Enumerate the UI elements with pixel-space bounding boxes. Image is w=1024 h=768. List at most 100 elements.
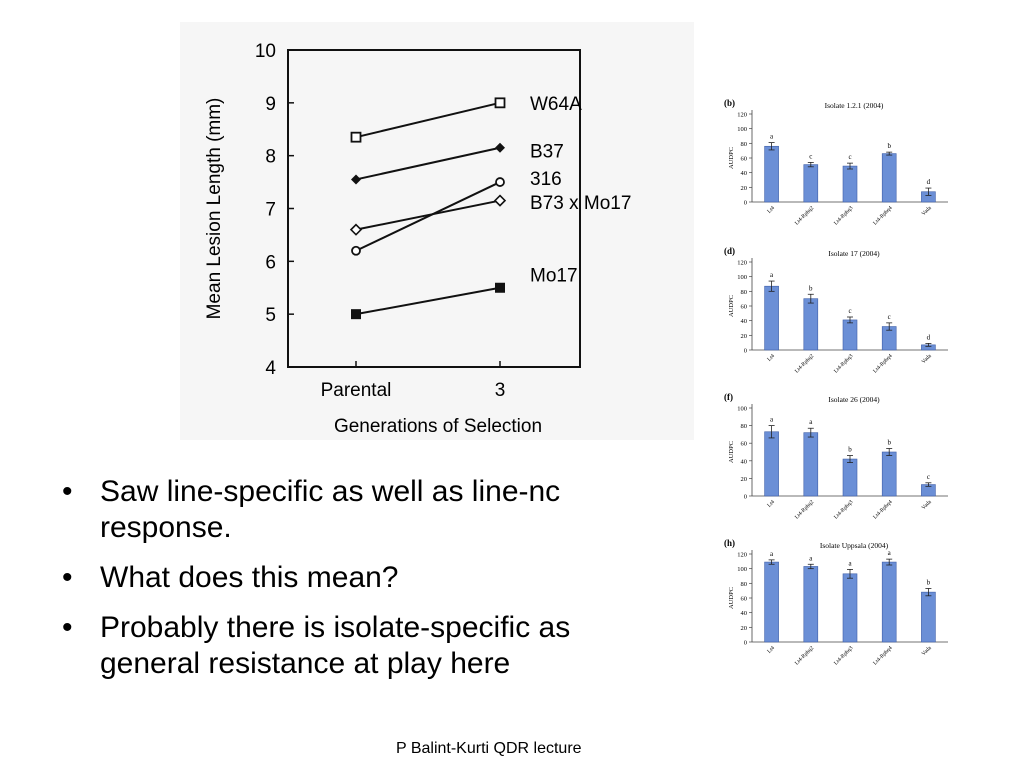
bullet-item: • What does this mean? bbox=[58, 560, 718, 596]
y-tick-label: 100 bbox=[737, 274, 747, 281]
y-tick-label: 40 bbox=[741, 610, 748, 617]
bar bbox=[764, 431, 779, 497]
y-axis-label: AUDPC bbox=[728, 295, 735, 317]
significance-letter: a bbox=[770, 133, 774, 141]
y-tick-label: 100 bbox=[737, 126, 747, 133]
y-tick-label: 120 bbox=[737, 112, 747, 119]
bar bbox=[803, 432, 819, 497]
x-tick-label: Lt4-Rphq2 bbox=[794, 353, 815, 374]
bar-chart-b: (b) Isolate 1.2.1 (2004) 0 20 40 60 80 100 120 AU… bbox=[724, 98, 948, 226]
bullet-text: Probably there is isolate-specific as gen… bbox=[100, 610, 720, 682]
x-tick-label: Vada bbox=[921, 353, 933, 365]
x-axis-label: Generations of Selection bbox=[334, 416, 542, 437]
bar bbox=[921, 591, 936, 643]
y-tick-label: 0 bbox=[744, 348, 747, 355]
bar bbox=[764, 285, 779, 351]
x-tick-label: Lt4 bbox=[766, 645, 776, 655]
bar bbox=[842, 573, 858, 643]
data-point bbox=[495, 177, 505, 187]
bar-chart-f: (f) Isolate 26 (2004) 0 20 40 60 80 100 AUDPC a Lt… bbox=[724, 392, 948, 520]
data-point bbox=[351, 309, 361, 320]
chart-title: Isolate 26 (2004) bbox=[828, 395, 880, 404]
y-axis-label: Mean Lesion Length (mm) bbox=[204, 98, 225, 320]
significance-letter: b bbox=[887, 142, 891, 150]
y-tick-label: 100 bbox=[737, 406, 747, 413]
y-tick-label: 8 bbox=[265, 147, 276, 168]
data-point bbox=[351, 174, 361, 185]
significance-letter: c bbox=[927, 473, 930, 481]
significance-letter: a bbox=[848, 559, 852, 567]
significance-letter: c bbox=[848, 153, 851, 161]
bar bbox=[803, 164, 819, 203]
y-tick-label: 120 bbox=[737, 260, 747, 267]
x-tick-label: Lt4-Rphq2 bbox=[794, 499, 815, 520]
x-tick-label: Lt4-Rphq4 bbox=[872, 645, 893, 666]
significance-letter: b bbox=[887, 438, 891, 446]
x-tick-label: Lt4 bbox=[766, 353, 776, 363]
bar bbox=[803, 566, 819, 643]
x-tick-label: Lt4-Rphq4 bbox=[872, 353, 893, 374]
x-tick-label: Lt4-Rphq3 bbox=[833, 645, 854, 666]
y-tick-label: 60 bbox=[741, 156, 748, 163]
x-tick-label: Vada bbox=[921, 645, 933, 657]
series-line bbox=[355, 199, 501, 231]
data-point bbox=[495, 282, 505, 293]
bullet-item: • Saw line-specific as well as line-nc re… bbox=[58, 474, 718, 546]
x-tick-label: Lt4-Rphq3 bbox=[833, 205, 854, 226]
significance-letter: c bbox=[888, 313, 891, 321]
y-tick-label: 20 bbox=[741, 185, 748, 192]
y-tick-label: 9 bbox=[265, 94, 276, 115]
y-tick-label: 100 bbox=[737, 566, 747, 573]
y-tick-label: 4 bbox=[265, 358, 276, 379]
bar bbox=[764, 561, 779, 643]
data-point bbox=[495, 142, 505, 153]
bar-chart-d: (d) Isolate 17 (2004) 0 20 40 60 80 100 120 AUDPC… bbox=[724, 246, 948, 374]
chart-title: Isolate 1.2.1 (2004) bbox=[825, 101, 884, 110]
x-tick-label: Lt4-Rphq2 bbox=[794, 205, 815, 226]
y-tick-label: 80 bbox=[741, 289, 748, 296]
series-label: B37 bbox=[530, 141, 564, 162]
bullet-line: response. bbox=[100, 511, 232, 544]
bar bbox=[842, 458, 858, 497]
bullet-item: • Probably there is isolate-specific as g… bbox=[58, 610, 718, 682]
significance-letter: a bbox=[888, 549, 892, 557]
bullet-list: • Saw line-specific as well as line-nc re… bbox=[58, 474, 718, 696]
y-axis-label: AUDPC bbox=[728, 147, 735, 169]
chart-title: Isolate 17 (2004) bbox=[828, 249, 880, 258]
y-axis-label: AUDPC bbox=[728, 441, 735, 463]
y-tick-label: 20 bbox=[741, 333, 748, 340]
x-tick-label: Vada bbox=[921, 499, 933, 511]
x-tick-label: Lt4-Rphq3 bbox=[833, 499, 854, 520]
y-tick-label: 0 bbox=[744, 494, 747, 501]
bullet-line: Saw line-specific as well as line-nc bbox=[100, 475, 561, 508]
bullet-marker: • bbox=[62, 561, 73, 594]
panel-label: (b) bbox=[724, 98, 735, 108]
x-tick-label: Parental bbox=[321, 380, 392, 401]
significance-letter: d bbox=[927, 333, 931, 341]
series-label: Mo17 bbox=[530, 266, 578, 287]
series-label: B73 x Mo17 bbox=[530, 193, 631, 214]
bar-chart-h: (h) Isolate Uppsala (2004) 0 20 40 60 80 100 120… bbox=[724, 538, 948, 666]
y-tick-label: 7 bbox=[265, 200, 276, 221]
bar bbox=[842, 319, 858, 351]
bar-chart-panel-d: (d) Isolate 17 (2004) 0 20 40 60 80 100 120 AUDPC… bbox=[706, 240, 952, 398]
x-tick-label: 3 bbox=[495, 380, 506, 401]
bar bbox=[803, 298, 819, 351]
data-point bbox=[494, 97, 506, 109]
y-tick-label: 60 bbox=[741, 441, 748, 448]
bar bbox=[881, 561, 897, 643]
significance-letter: b bbox=[848, 446, 852, 454]
panel-label: (f) bbox=[724, 392, 733, 402]
bar-chart-panel-f: (f) Isolate 26 (2004) 0 20 40 60 80 100 AUDPC a Lt… bbox=[706, 386, 952, 544]
data-point bbox=[350, 131, 362, 143]
bar-chart-panel-b: (b) Isolate 1.2.1 (2004) 0 20 40 60 80 100 120 AU… bbox=[706, 92, 952, 250]
panel-label: (d) bbox=[724, 246, 735, 256]
x-tick-label: Lt4 bbox=[766, 205, 776, 215]
significance-letter: a bbox=[770, 271, 774, 279]
footer-credit: P Balint-Kurti QDR lecture bbox=[396, 740, 582, 757]
x-tick-label: Lt4 bbox=[766, 499, 776, 509]
series-line bbox=[355, 181, 501, 252]
bullet-line: general resistance at play here bbox=[100, 647, 511, 680]
significance-letter: c bbox=[809, 152, 812, 160]
bullet-text: Saw line-specific as well as line-nc resp… bbox=[100, 474, 720, 546]
